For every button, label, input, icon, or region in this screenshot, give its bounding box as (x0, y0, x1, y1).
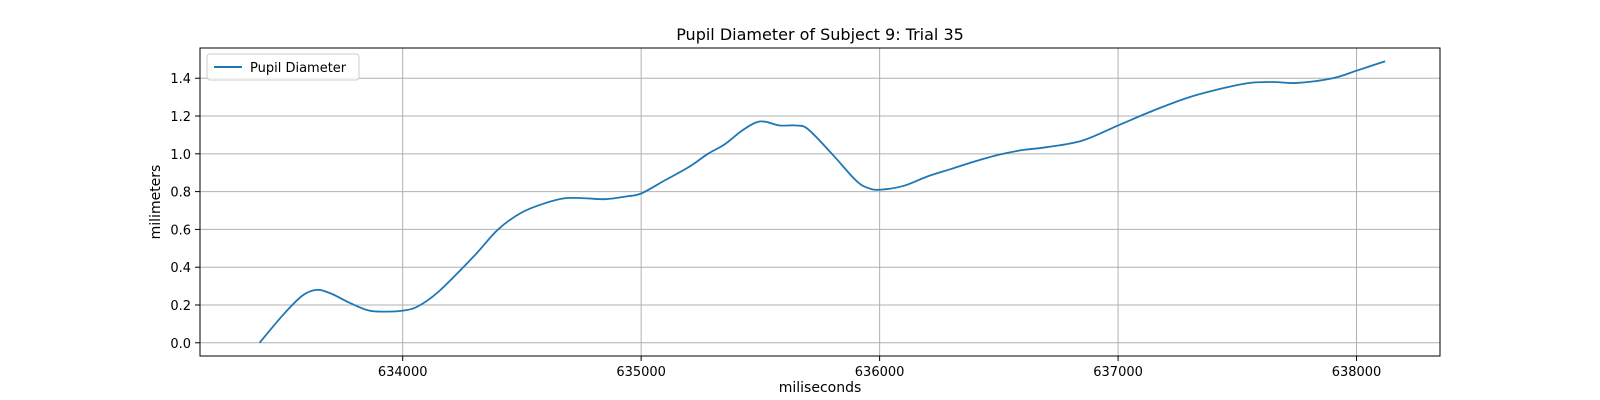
grid-layer (200, 48, 1440, 356)
series-line-pupil-diameter (258, 60, 1386, 344)
y-tick-label: 0.2 (170, 299, 191, 314)
y-tick-label: 0.8 (170, 186, 191, 201)
x-tick-label: 635000 (616, 365, 666, 380)
x-tick-label: 638000 (1332, 365, 1382, 380)
tick-layer: 634000 635000 636000 637000 638000 0.0 0.2 0.4 0… (170, 72, 1381, 380)
chart-title: Pupil Diameter of Subject 9: Trial 35 (676, 25, 964, 44)
y-tick-label: 1.0 (170, 148, 191, 163)
y-tick-label: 1.4 (170, 72, 191, 87)
y-axis-title: milimeters (148, 165, 164, 240)
y-tick-label: 1.2 (170, 110, 191, 125)
x-tick-label: 636000 (855, 365, 905, 380)
y-tick-label: 0.6 (170, 223, 191, 238)
x-tick-label: 637000 (1093, 365, 1143, 380)
x-tick-label: 634000 (378, 365, 428, 380)
plot-frame (199, 47, 1441, 357)
legend-box (206, 53, 360, 81)
y-tick-label: 0.0 (170, 337, 191, 352)
line-layer (258, 60, 1386, 344)
y-tick-label: 0.4 (170, 261, 191, 276)
x-axis-title: miliseconds (779, 380, 862, 396)
legend: Pupil Diameter (206, 53, 360, 81)
legend-label: Pupil Diameter (250, 61, 347, 76)
